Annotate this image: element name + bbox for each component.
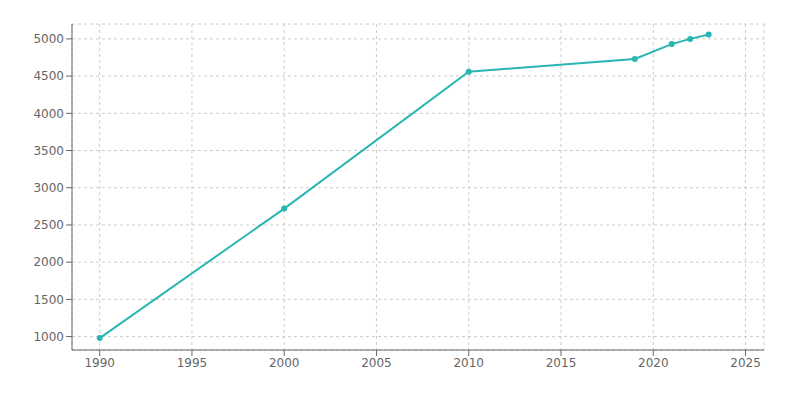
svg-text:2020: 2020	[638, 356, 669, 370]
svg-text:1500: 1500	[33, 293, 64, 307]
svg-text:2010: 2010	[453, 356, 484, 370]
svg-text:1990: 1990	[84, 356, 115, 370]
svg-text:3000: 3000	[33, 181, 64, 195]
svg-text:2000: 2000	[269, 356, 300, 370]
svg-text:4000: 4000	[33, 107, 64, 121]
svg-text:1995: 1995	[177, 356, 208, 370]
svg-text:2015: 2015	[546, 356, 577, 370]
svg-text:4500: 4500	[33, 69, 64, 83]
svg-text:3500: 3500	[33, 144, 64, 158]
svg-text:2000: 2000	[33, 255, 64, 269]
svg-text:2500: 2500	[33, 218, 64, 232]
svg-text:5000: 5000	[33, 32, 64, 46]
svg-text:2005: 2005	[361, 356, 392, 370]
svg-text:2025: 2025	[730, 356, 761, 370]
svg-text:1000: 1000	[33, 330, 64, 344]
